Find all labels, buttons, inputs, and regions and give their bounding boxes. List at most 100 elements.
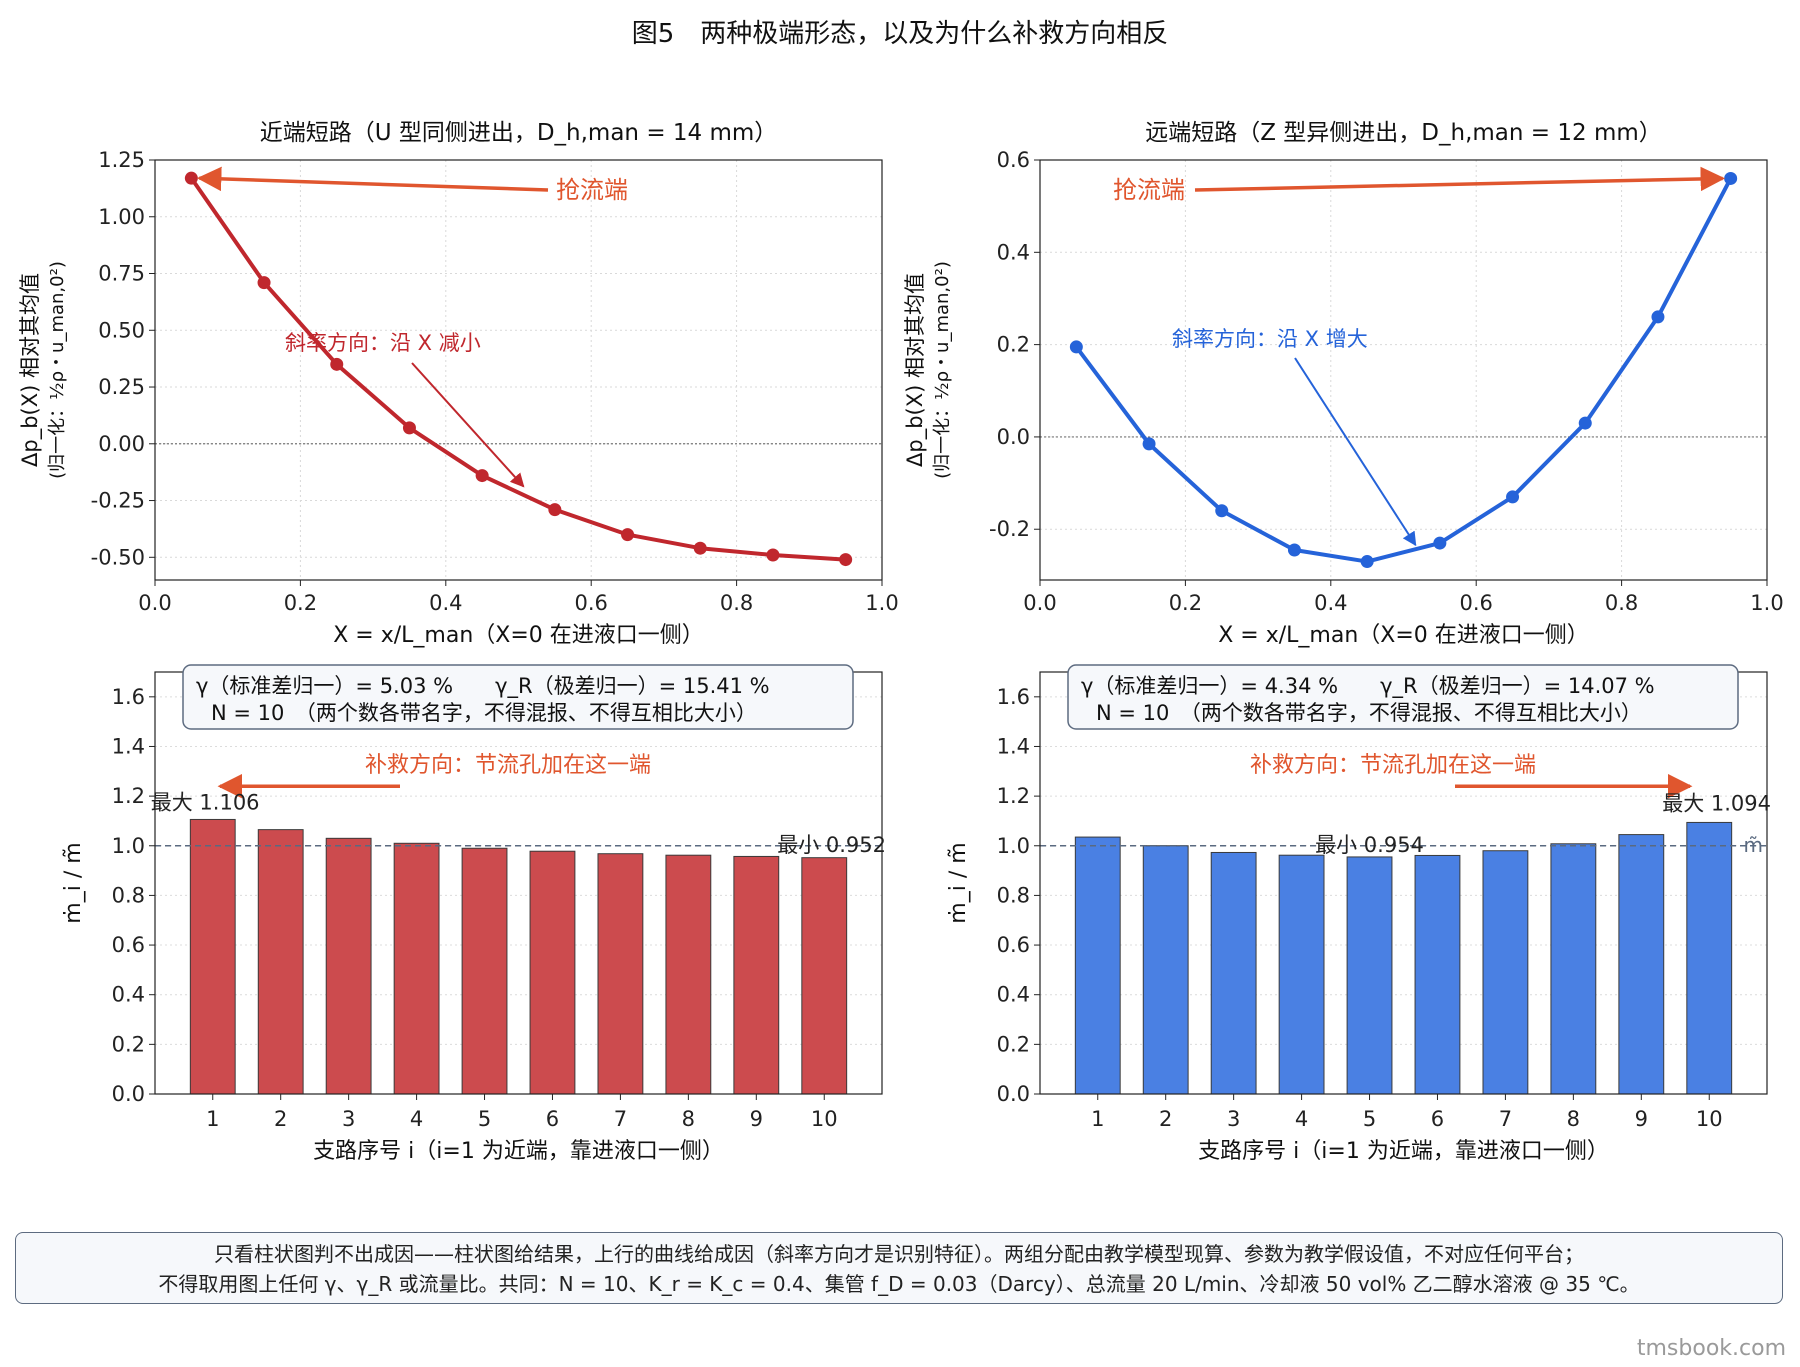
y-tick-label: 0.00 bbox=[98, 432, 145, 456]
min-label: 最小 0.952 bbox=[777, 833, 886, 857]
data-point bbox=[1578, 416, 1592, 430]
stats-line-2: N = 10 （两个数各带名字，不得混报、不得互相比大小） bbox=[211, 701, 757, 725]
y-tick-label: 1.4 bbox=[112, 734, 145, 758]
remedy-text: 补救方向：节流孔加在这一端 bbox=[365, 753, 651, 778]
data-point bbox=[621, 528, 635, 542]
data-point bbox=[1433, 536, 1447, 550]
data-point bbox=[330, 357, 344, 371]
annotation-grab-end: 抢流端 bbox=[1113, 176, 1185, 204]
y-tick-label: 1.2 bbox=[997, 784, 1030, 808]
x-tick-label: 6 bbox=[546, 1107, 559, 1131]
x-tick-label: 9 bbox=[1635, 1107, 1648, 1131]
y-tick-label: 1.4 bbox=[997, 734, 1030, 758]
bar-panel-2: 0.0 0.2 0.4 0.6 0.8 1.0 1.2 1.4 1.6 1 2 3 4 5 6 7 8 9 10 支路… bbox=[946, 664, 1771, 1164]
data-point bbox=[1069, 340, 1083, 354]
data-point bbox=[548, 503, 562, 517]
x-tick-label: 3 bbox=[342, 1107, 355, 1131]
bar bbox=[1686, 821, 1733, 1095]
watermark: tmsbook.com bbox=[1636, 1336, 1786, 1361]
stats-box-frame bbox=[182, 664, 854, 730]
x-tick-label: 0.8 bbox=[1605, 591, 1638, 615]
y-tick-label: 0.6 bbox=[997, 933, 1030, 957]
y-tick-label: 1.6 bbox=[112, 685, 145, 709]
annotation-grab-end: 抢流端 bbox=[556, 176, 628, 204]
y-tick-label: 1.0 bbox=[997, 834, 1030, 858]
data-point bbox=[766, 548, 780, 562]
data-point bbox=[475, 469, 489, 483]
y-tick-label: 0.0 bbox=[997, 425, 1030, 449]
x-tick-label: 0.2 bbox=[284, 591, 317, 615]
annotation-slope-arrow bbox=[411, 362, 525, 488]
x-tick-label: 0.0 bbox=[138, 591, 171, 615]
line-panel-1: 0.0 0.2 0.4 0.6 0.8 1.0 1.25 1.00 0.75 0.50 0.25 0.… bbox=[18, 120, 899, 648]
bar bbox=[1210, 851, 1257, 1095]
y-tick-label: 0.4 bbox=[997, 983, 1030, 1007]
y-tick-label: 0.0 bbox=[997, 1082, 1030, 1106]
y-tick-label: 0.75 bbox=[98, 262, 145, 286]
data-point bbox=[1215, 504, 1229, 518]
max-label: 最大 1.106 bbox=[151, 790, 260, 814]
x-tick-label: 4 bbox=[1295, 1107, 1308, 1131]
data-point bbox=[693, 541, 707, 555]
bar bbox=[529, 850, 576, 1095]
x-tick-label: 1 bbox=[1091, 1107, 1104, 1131]
chart-panels: 0.0 0.2 0.4 0.6 0.8 1.01.251.000.750.500.250.… bbox=[18, 120, 1784, 1164]
x-axis-label: 支路序号 i（i=1 为近端，靠进液口一侧） bbox=[313, 1139, 724, 1164]
x-tick-label: 9 bbox=[750, 1107, 763, 1131]
y-tick-label: 0.2 bbox=[997, 1032, 1030, 1056]
y-axis-sublabel: (归一化：½ρ・u_man,0²) bbox=[47, 261, 68, 479]
x-tick-label: 0.4 bbox=[429, 591, 462, 615]
y-tick-label: -0.2 bbox=[989, 517, 1030, 541]
stats-box-frame bbox=[1067, 664, 1739, 730]
bar bbox=[665, 854, 712, 1095]
bar bbox=[393, 842, 440, 1095]
bar bbox=[597, 853, 644, 1095]
x-tick-label: 5 bbox=[478, 1107, 491, 1131]
y-tick-label: 0.6 bbox=[997, 148, 1030, 172]
remedy-text: 补救方向：节流孔加在这一端 bbox=[1250, 753, 1536, 778]
data-point bbox=[1506, 490, 1520, 504]
bar bbox=[1142, 845, 1189, 1095]
x-axis-label: X = x/L_man（X=0 在进液口一侧） bbox=[1218, 623, 1589, 648]
y-tick-label: 1.0 bbox=[112, 834, 145, 858]
min-label: 最小 0.954 bbox=[1315, 833, 1424, 857]
y-tick-label: 0.6 bbox=[112, 933, 145, 957]
x-tick-label: 7 bbox=[614, 1107, 627, 1131]
series-line bbox=[1074, 177, 1733, 564]
annotation-arrow bbox=[196, 166, 549, 192]
bar bbox=[1414, 854, 1461, 1095]
data-point bbox=[1724, 171, 1738, 185]
y-tick-label: 0.4 bbox=[997, 240, 1030, 264]
bar bbox=[1618, 834, 1665, 1095]
x-tick-label: 6 bbox=[1431, 1107, 1444, 1131]
figure-title: 图5 两种极端形态，以及为什么补救方向相反 bbox=[632, 19, 1169, 49]
x-tick-label: 10 bbox=[811, 1107, 838, 1131]
y-axis-sublabel: (归一化：½ρ・u_man,0²) bbox=[932, 261, 953, 479]
y-tick-label: 1.00 bbox=[98, 205, 145, 229]
plot-frame bbox=[154, 159, 883, 581]
y-tick-label: 0.25 bbox=[98, 375, 145, 399]
panel-title: 远端短路（Z 型异侧进出，D_h,man = 12 mm） bbox=[1145, 120, 1662, 146]
footer-line-1: 只看柱状图判不出成因——柱状图给结果，上行的曲线给成因（斜率方向才是识别特征）。… bbox=[214, 1242, 1584, 1266]
bar bbox=[1482, 850, 1529, 1095]
y-axis-label: Δp_b(X) 相对其均值 bbox=[903, 273, 928, 467]
data-point bbox=[184, 171, 198, 185]
data-point bbox=[402, 421, 416, 435]
bar bbox=[1550, 843, 1597, 1095]
bar bbox=[801, 857, 848, 1095]
line-panel-2: 0.0 0.2 0.4 0.6 0.8 1.0 0.6 0.4 0.2 0.0 -0.2 远端短路（Z… bbox=[903, 120, 1784, 648]
x-tick-label: 5 bbox=[1363, 1107, 1376, 1131]
data-point bbox=[1360, 555, 1374, 569]
y-axis-label: ṁ_i / m̃ bbox=[946, 842, 971, 923]
x-tick-label: 3 bbox=[1227, 1107, 1240, 1131]
x-tick-label: 0.6 bbox=[1459, 591, 1492, 615]
stats-box: γ（标准差归一）= 5.03 % γ_R（极差归一）= 15.41 %N = 1… bbox=[182, 664, 854, 730]
y-tick-label: 0.0 bbox=[112, 1082, 145, 1106]
y-axis-label: Δp_b(X) 相对其均值 bbox=[18, 273, 43, 467]
x-tick-label: 0.8 bbox=[720, 591, 753, 615]
annotation-slope: 斜率方向：沿 X 减小 bbox=[285, 331, 481, 355]
x-tick-label: 0.0 bbox=[1023, 591, 1056, 615]
bar bbox=[189, 818, 236, 1095]
y-tick-label: 0.8 bbox=[997, 883, 1030, 907]
y-tick-label: 1.2 bbox=[112, 784, 145, 808]
